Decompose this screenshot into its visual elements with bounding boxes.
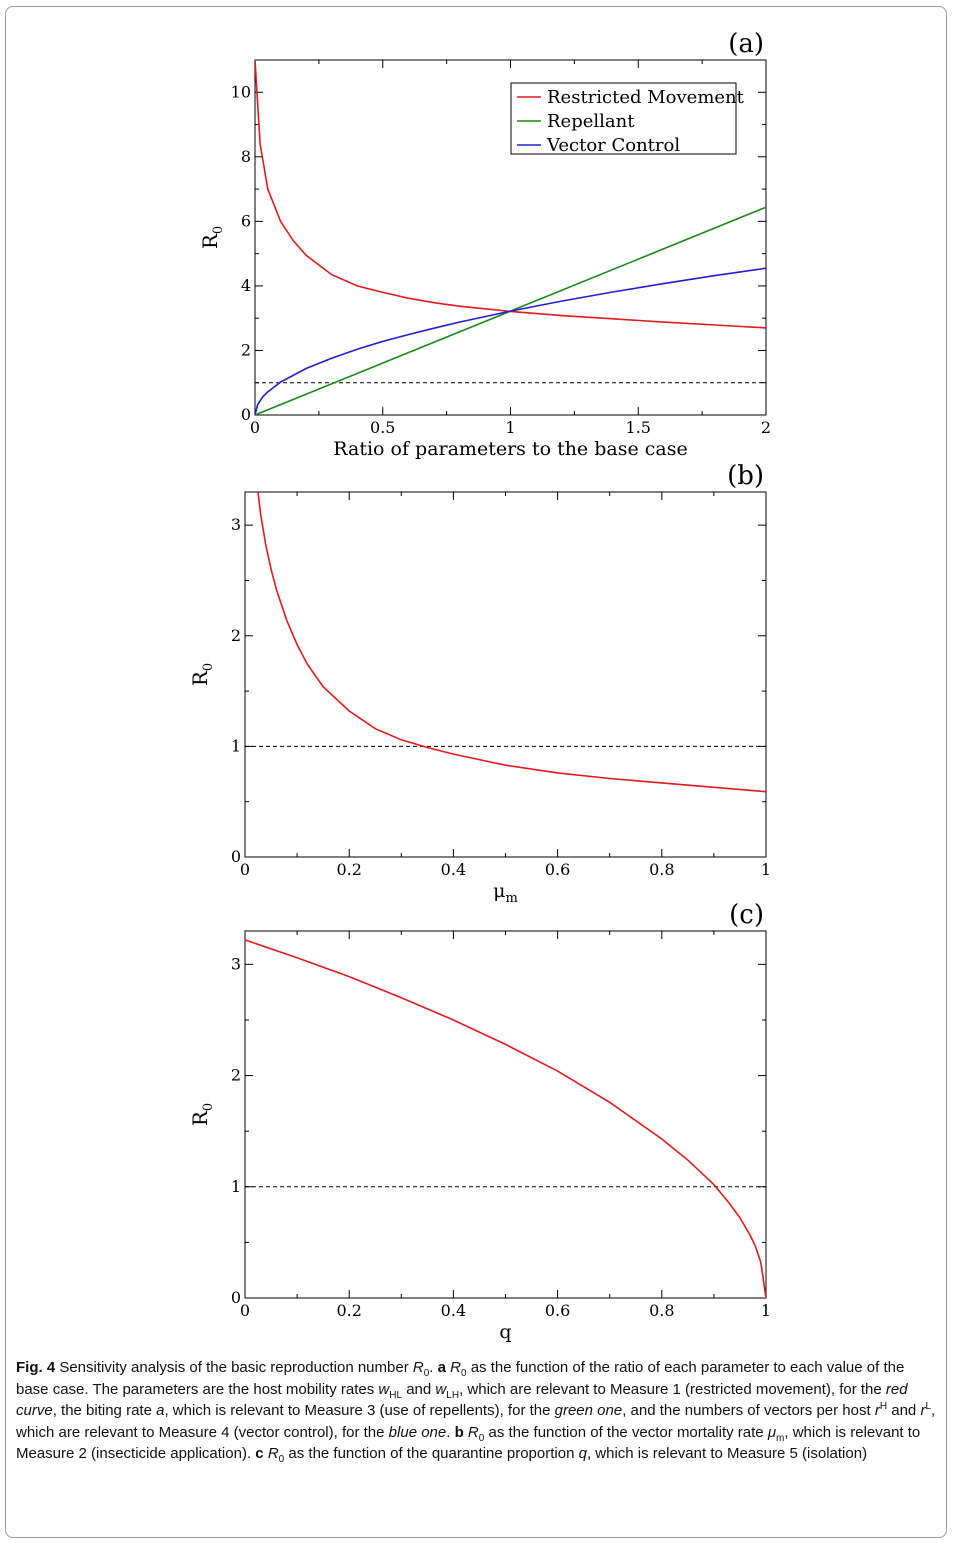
caption-text: R [412,1359,424,1376]
caption-text: , which is relevant to Measure 5 (isolat… [586,1445,868,1462]
caption-text: R [450,1359,461,1376]
caption-text: as the function of the quarantine propor… [284,1445,579,1462]
x-tick-label: 0 [250,418,260,437]
chart-panel-3: (c) 0 0.2 0.4 0.6 0.8 1 0 1 2 3 q R0 [188,900,771,1343]
y-tick-label: 2 [241,340,251,359]
caption-text: 0 [423,1368,430,1379]
y-tick-label: 0 [241,405,251,424]
caption-text: as the function of the ratio of each par… [16,1359,905,1398]
x-tick-label: 0.2 [336,1301,361,1320]
caption-text: b [454,1423,464,1441]
caption-text: w [378,1380,390,1398]
x-tick-label: 1 [505,418,515,437]
caption-text: , the biting rate [52,1402,157,1419]
series-line-1 [245,939,766,1298]
chart-panel-1: (a) 0 0.5 1 1.5 2 0 2 4 6 8 10 Ratio of parameters t… [198,29,771,460]
x-axis-label: q [499,1321,511,1343]
chart-legend: Restricted Movement Repellant Vector Contr… [510,82,745,156]
caption-text: w [435,1380,447,1398]
caption-text: . [429,1359,438,1376]
caption-text: Sensitivity analysis of the basic reprod… [55,1359,413,1376]
x-tick-label: 2 [761,418,771,437]
y-tick-label: 3 [231,515,241,534]
series-line-restricted-movement [255,60,766,329]
caption-text: r [920,1402,926,1419]
series-line-vector-control [255,267,766,415]
y-tick-label: 4 [241,276,251,295]
caption-text: μ [767,1423,777,1441]
caption-text: , and the numbers of vectors per host [622,1402,875,1419]
y-tick-label: 8 [241,147,251,166]
y-tick-label: 0 [231,1288,241,1307]
caption-text: , which are relevant to Measure 4 (vecto… [16,1402,936,1441]
x-tick-label: 0.6 [545,860,570,879]
x-tick-label: 0.4 [441,1301,466,1320]
caption-text: 0 [478,1432,485,1444]
y-axis-label: R0 [188,1103,216,1126]
figure-frame [5,6,947,1538]
caption-text: a [437,1359,446,1376]
caption-text: q [578,1445,587,1462]
panel-label: (b) [727,461,764,491]
plot-frame [244,930,767,1299]
x-axis-label: μm [493,880,518,906]
caption-text: , which is relevant to Measure 3 (use of… [164,1402,555,1419]
panel-label: (a) [728,29,764,59]
caption-text: a [156,1402,165,1419]
x-axis-label: Ratio of parameters to the base case [333,438,687,460]
x-tick-label: 0.2 [336,860,361,879]
caption-text: blue one [388,1423,447,1441]
y-tick-label: 2 [231,1066,241,1085]
y-tick-label: 0 [231,847,241,866]
series-line-1 [257,492,766,793]
caption-text: HL [389,1389,403,1401]
caption-text: LH [446,1389,460,1401]
y-tick-label: 2 [231,626,241,645]
legend-entry: Vector Control [546,135,680,156]
caption-text: red curve [16,1380,908,1420]
x-tick-label: 1 [761,1301,771,1320]
caption-text: , which is relevant to Measure 2 (insect… [16,1423,921,1463]
x-tick-label: 0.6 [545,1301,570,1320]
x-tick-label: 0.5 [370,418,395,437]
y-tick-label: 1 [231,736,241,755]
plot-frame [244,491,767,858]
x-tick-label: 1.5 [626,418,651,437]
y-axis-label: R0 [198,226,226,249]
caption-text: r [874,1402,880,1419]
caption-text: L [925,1401,931,1412]
caption-text: H [879,1401,888,1412]
caption-text: and [402,1380,436,1398]
caption-text: green one [554,1402,623,1419]
caption-text: as the function of the vector mortality … [484,1423,768,1441]
caption-text: . [446,1423,455,1441]
y-axis-label: R0 [188,663,216,686]
caption-text: 0 [460,1368,467,1379]
panel-label: (c) [729,900,764,930]
caption-text: R [267,1445,279,1462]
caption-text: m [776,1432,785,1444]
figure-caption: Fig. 4 Sensitivity analysis of the basic… [16,1357,936,1465]
x-tick-label: 0 [240,1301,250,1320]
x-tick-label: 0.8 [649,860,674,879]
x-tick-label: 1 [761,860,771,879]
y-tick-label: 1 [231,1177,241,1196]
caption-text: 0 [278,1454,285,1465]
legend-entry: Restricted Movement [547,87,745,108]
figure-label: Fig. 4 [16,1359,56,1376]
y-tick-label: 6 [241,211,251,230]
caption-text: and [887,1402,921,1419]
caption-text: , which are relevant to Measure 1 (restr… [459,1380,886,1398]
x-tick-label: 0.8 [649,1301,674,1320]
caption-text: c [255,1445,264,1462]
x-tick-label: 0.4 [441,860,466,879]
chart-panel-2: (b) 0 0.2 0.4 0.6 0.8 1 0 1 2 3 μm R0 [188,461,771,906]
y-tick-label: 3 [231,954,241,973]
legend-box [510,82,737,155]
x-tick-label: 0 [240,860,250,879]
caption-text: R [467,1423,479,1441]
y-tick-label: 10 [231,82,251,101]
legend-entry: Repellant [547,111,635,132]
